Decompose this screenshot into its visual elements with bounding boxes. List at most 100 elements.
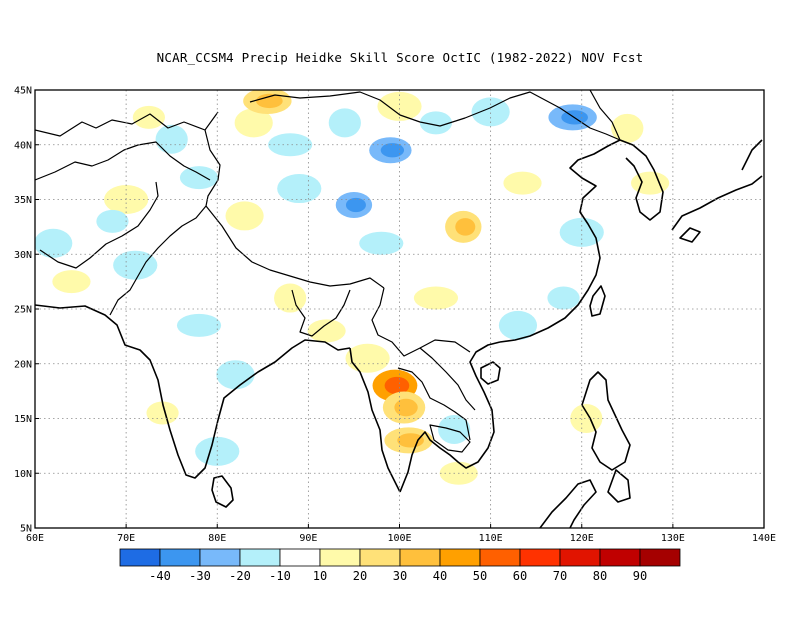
- skill-anomaly-patch: [307, 319, 346, 343]
- border-china-russia-ne: [589, 90, 621, 141]
- skill-anomaly-patch: [179, 166, 219, 190]
- coastline-hainan: [480, 361, 501, 385]
- colorbar-swatch: [559, 548, 601, 567]
- axis-ticks: 60E 70E 80E 90E 100E 110E 120E 130E 140E 45N 40N 35…: [14, 86, 776, 545]
- border-laos-vietnam: [419, 347, 476, 411]
- border-himalaya: [205, 205, 385, 289]
- border-india-pakistan-south: [109, 205, 207, 316]
- lon-tick-label: 140E: [752, 533, 776, 544]
- skill-anomaly-core: [345, 197, 366, 213]
- colorbar-label: 60: [513, 569, 527, 583]
- lat-tick-label: 5N: [20, 524, 32, 535]
- skill-anomaly-core: [455, 218, 476, 236]
- lon-tick-label: 130E: [661, 533, 685, 544]
- coastline-gulf-of-thailand: [399, 341, 501, 493]
- colorbar-label: 40: [433, 569, 447, 583]
- lat-tick-label: 25N: [14, 305, 32, 316]
- border-mongolia: [249, 91, 621, 141]
- lat-tick-label: 10N: [14, 469, 32, 480]
- skill-anomaly-patch: [155, 124, 188, 154]
- skill-anomaly-patch: [359, 231, 404, 255]
- skill-anomaly-patch: [345, 343, 390, 373]
- colorbar-label: 80: [593, 569, 607, 583]
- skill-anomaly-patch: [234, 108, 273, 138]
- skill-anomaly-patch: [268, 133, 313, 157]
- colorbar-label: -10: [269, 569, 291, 583]
- skill-anomaly-patch: [328, 108, 361, 138]
- skill-anomaly-patch: [274, 283, 307, 313]
- skill-anomaly-patch: [377, 91, 422, 121]
- coastline-philippines: [581, 371, 631, 503]
- border-cambodia: [429, 424, 471, 453]
- skill-anomaly-patch: [438, 414, 471, 444]
- lat-tick-label: 45N: [14, 86, 32, 97]
- colorbar-swatch: [159, 548, 201, 567]
- lat-tick-label: 20N: [14, 359, 32, 370]
- skill-anomaly-patch: [277, 174, 322, 204]
- colorbar-label: -40: [149, 569, 171, 583]
- lat-tick-label: 40N: [14, 140, 32, 151]
- colorbar-swatch: [399, 548, 441, 567]
- coastline-south-asia: [35, 304, 351, 479]
- lon-tick-label: 70E: [117, 533, 135, 544]
- colorbar-label: -20: [229, 569, 251, 583]
- gridlines: [35, 90, 764, 528]
- skill-anomaly-patch: [419, 111, 453, 135]
- skill-anomaly-patch: [498, 310, 538, 340]
- coastline-japan: [671, 139, 763, 243]
- skill-anomaly-patch: [96, 209, 129, 233]
- skill-anomaly-patch: [503, 171, 542, 195]
- skill-anomaly-core: [380, 143, 405, 158]
- skill-anomaly-patch: [413, 286, 459, 310]
- skill-anomaly-patch: [611, 113, 644, 143]
- colorbar-label: -30: [189, 569, 211, 583]
- skill-anomaly-patch: [225, 201, 264, 231]
- colorbar-swatch: [279, 548, 321, 567]
- colorbar-label: 20: [353, 569, 367, 583]
- colorbar-label: 10: [313, 569, 327, 583]
- lat-tick-label: 30N: [14, 250, 32, 261]
- colorbar-swatch: [359, 548, 401, 567]
- coastline-sri-lanka: [211, 475, 234, 508]
- colorbar-swatch: [439, 548, 481, 567]
- colorbar: -40 -30 -20 -10 10 20 30 40 50 60 70 80 90: [119, 548, 681, 583]
- colorbar-label: 50: [473, 569, 487, 583]
- skill-anomaly-patch: [176, 313, 222, 337]
- skill-anomaly-patch: [113, 250, 158, 280]
- colorbar-swatch: [319, 548, 361, 567]
- skill-anomaly-patch: [52, 270, 91, 294]
- skill-anomaly-core: [384, 376, 410, 395]
- skill-anomaly-patch: [216, 360, 255, 390]
- border-afghan: [39, 181, 159, 269]
- colorbar-swatch: [239, 548, 281, 567]
- skill-anomaly-core: [394, 398, 418, 417]
- colorbar-swatch: [639, 548, 681, 567]
- skill-anomaly-patch: [132, 105, 166, 129]
- colorbar-swatch: [119, 548, 161, 567]
- skill-anomaly-patch: [547, 286, 580, 310]
- skill-anomaly-patch: [559, 217, 604, 247]
- border-thai-laos: [397, 367, 471, 441]
- colorbar-swatch: [599, 548, 641, 567]
- lon-tick-label: 100E: [387, 533, 411, 544]
- coastline-korea: [619, 139, 664, 221]
- coastline-southeast-asia-west: [349, 347, 401, 493]
- skill-anomaly-core: [256, 93, 283, 109]
- lon-tick-label: 80E: [208, 533, 226, 544]
- map-title: NCAR_CCSM4 Precip Heidke Skill Score Oct…: [156, 50, 644, 65]
- colorbar-label: 90: [633, 569, 647, 583]
- skill-anomaly-patch: [570, 404, 603, 433]
- lon-tick-label: 90E: [299, 533, 317, 544]
- colorbar-label: 30: [393, 569, 407, 583]
- colorbar-swatch: [199, 548, 241, 567]
- coastlines-and-borders: [35, 90, 763, 528]
- border-china-myanmar: [371, 287, 471, 357]
- skill-score-shading: [35, 90, 670, 485]
- colorbar-swatch: [519, 548, 561, 567]
- coastline-taiwan: [589, 285, 606, 317]
- border-china-kazakh: [204, 129, 221, 207]
- border-northwest: [35, 111, 219, 137]
- skill-anomaly-core: [397, 433, 424, 448]
- coastline-south-china: [499, 139, 621, 343]
- lon-tick-label: 110E: [479, 533, 503, 544]
